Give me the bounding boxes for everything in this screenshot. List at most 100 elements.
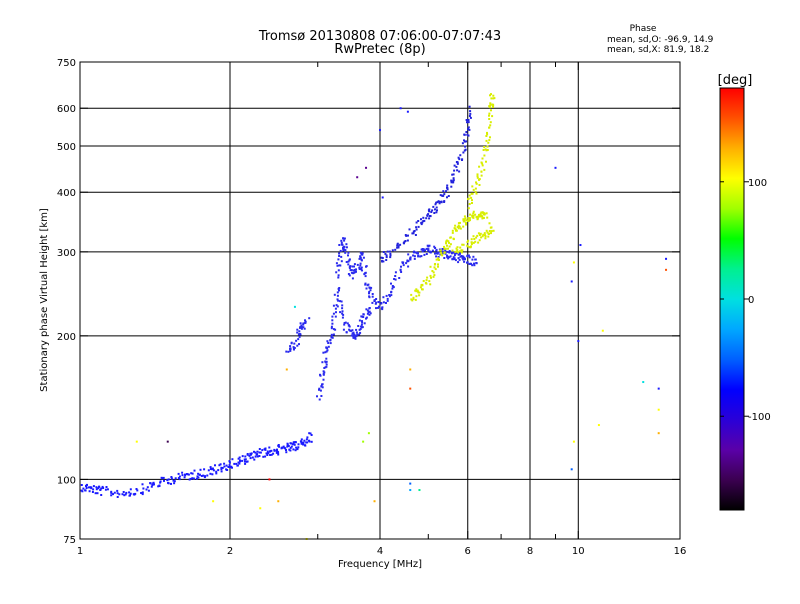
series-point <box>332 312 335 315</box>
series-point <box>96 492 99 495</box>
series-point <box>431 270 434 272</box>
series-point <box>270 449 273 452</box>
series-point <box>352 336 355 339</box>
series-point <box>471 258 474 261</box>
series-point <box>341 310 344 313</box>
series-point <box>475 262 478 265</box>
series-point <box>434 252 436 255</box>
series-point <box>491 115 494 118</box>
series-point <box>425 217 428 220</box>
y-axis-label: Stationary phase Virtual Height [km] <box>39 208 50 392</box>
series-point <box>451 173 454 176</box>
series-point <box>322 372 325 375</box>
series-point <box>487 141 490 144</box>
series-point <box>459 221 461 224</box>
colorbar-tick-label: -100 <box>748 412 771 423</box>
series-point <box>220 468 223 471</box>
series-point <box>474 240 477 243</box>
series-point <box>373 299 376 302</box>
series-point <box>492 97 495 100</box>
series-point <box>411 299 414 302</box>
series-point <box>456 249 459 252</box>
series-point <box>468 263 471 265</box>
series-point <box>343 322 346 324</box>
series-point <box>384 252 387 255</box>
y-tick-label: 600 <box>57 104 76 115</box>
series-point <box>489 226 492 229</box>
series-point <box>105 486 108 488</box>
series-point <box>228 464 231 466</box>
series-point <box>467 207 470 210</box>
series-point <box>402 264 405 267</box>
series-point <box>302 326 305 329</box>
series-point <box>421 221 424 224</box>
series-point <box>347 251 350 254</box>
series-point <box>448 256 451 259</box>
series-point <box>342 313 345 316</box>
series-point <box>488 222 491 225</box>
scatter-point <box>409 387 412 390</box>
series-point <box>476 176 479 179</box>
series-point <box>350 269 353 272</box>
series-point <box>432 271 435 274</box>
series-point <box>266 454 269 456</box>
y-tick-label: 500 <box>57 142 76 153</box>
series-point <box>393 278 396 280</box>
series-point <box>359 328 362 330</box>
series-point <box>357 325 360 327</box>
series-point <box>446 250 449 253</box>
series-point <box>385 259 388 261</box>
series-point <box>433 212 436 214</box>
series-point <box>488 232 490 235</box>
series-point <box>358 268 361 270</box>
series-point <box>344 251 347 254</box>
series-point <box>483 154 486 157</box>
series-point <box>463 139 465 142</box>
series-point <box>452 251 455 254</box>
series-point <box>476 175 479 178</box>
series-point <box>460 251 463 254</box>
series-point <box>457 253 460 256</box>
series-point <box>369 312 372 315</box>
series-point <box>244 458 247 461</box>
series-point <box>82 487 85 490</box>
series-point <box>294 441 297 444</box>
series-point <box>358 319 361 322</box>
y-tick-label: 200 <box>57 332 76 343</box>
series-point <box>323 371 326 374</box>
series-point <box>285 449 287 451</box>
series-point <box>382 251 385 253</box>
series-point <box>446 187 449 189</box>
series-point <box>482 149 485 151</box>
series-point <box>177 472 180 475</box>
series-point <box>468 256 471 259</box>
series-point <box>421 284 424 287</box>
series-point <box>335 304 338 307</box>
series-point <box>192 477 195 480</box>
series-point <box>275 451 278 454</box>
series-point <box>471 185 474 188</box>
series-point <box>359 325 362 328</box>
series-point <box>458 258 461 261</box>
series-point <box>336 305 339 308</box>
series-point <box>338 264 341 267</box>
series-point <box>356 263 359 266</box>
series-point <box>454 250 457 253</box>
series-point <box>471 202 473 204</box>
series-point <box>360 323 363 326</box>
series-point <box>296 447 299 450</box>
series-point <box>490 97 493 100</box>
series-point <box>308 432 311 435</box>
series-point <box>332 328 335 331</box>
series-point <box>386 297 389 300</box>
series-point <box>468 203 471 205</box>
series-point <box>467 254 470 257</box>
series-point <box>470 241 473 244</box>
series-point <box>488 126 491 129</box>
series-point <box>488 112 491 115</box>
series-point <box>396 242 399 245</box>
series-point <box>337 258 340 261</box>
series-point <box>457 257 460 260</box>
series-point <box>345 246 348 249</box>
series-point <box>167 478 170 481</box>
